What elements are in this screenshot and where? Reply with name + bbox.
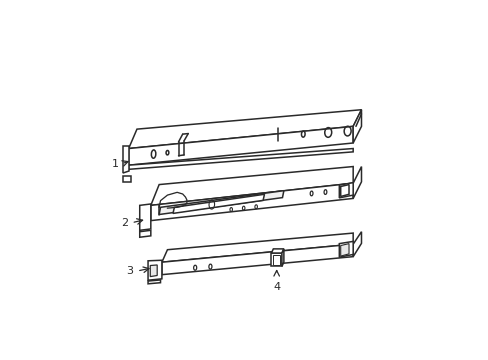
Polygon shape bbox=[339, 183, 352, 198]
Polygon shape bbox=[352, 110, 361, 143]
Polygon shape bbox=[352, 167, 361, 198]
Text: 2: 2 bbox=[121, 218, 128, 228]
Polygon shape bbox=[340, 185, 348, 197]
Polygon shape bbox=[340, 244, 348, 256]
Polygon shape bbox=[140, 230, 150, 237]
Polygon shape bbox=[162, 233, 352, 262]
Polygon shape bbox=[159, 191, 284, 215]
Polygon shape bbox=[128, 126, 352, 165]
Polygon shape bbox=[148, 260, 162, 280]
Polygon shape bbox=[150, 167, 352, 205]
Polygon shape bbox=[282, 249, 284, 266]
Text: 4: 4 bbox=[273, 283, 280, 292]
Polygon shape bbox=[150, 183, 352, 221]
Polygon shape bbox=[128, 110, 361, 149]
Polygon shape bbox=[150, 265, 157, 276]
Polygon shape bbox=[123, 146, 128, 174]
Polygon shape bbox=[352, 232, 361, 257]
Polygon shape bbox=[148, 280, 160, 284]
Polygon shape bbox=[128, 149, 352, 169]
Polygon shape bbox=[271, 249, 284, 253]
Polygon shape bbox=[272, 255, 280, 265]
Polygon shape bbox=[173, 194, 264, 213]
Polygon shape bbox=[271, 253, 282, 266]
Polygon shape bbox=[123, 176, 131, 182]
Polygon shape bbox=[140, 204, 150, 230]
Polygon shape bbox=[162, 244, 352, 275]
Polygon shape bbox=[339, 242, 352, 257]
Text: 1: 1 bbox=[111, 159, 118, 169]
Text: 3: 3 bbox=[126, 266, 133, 276]
